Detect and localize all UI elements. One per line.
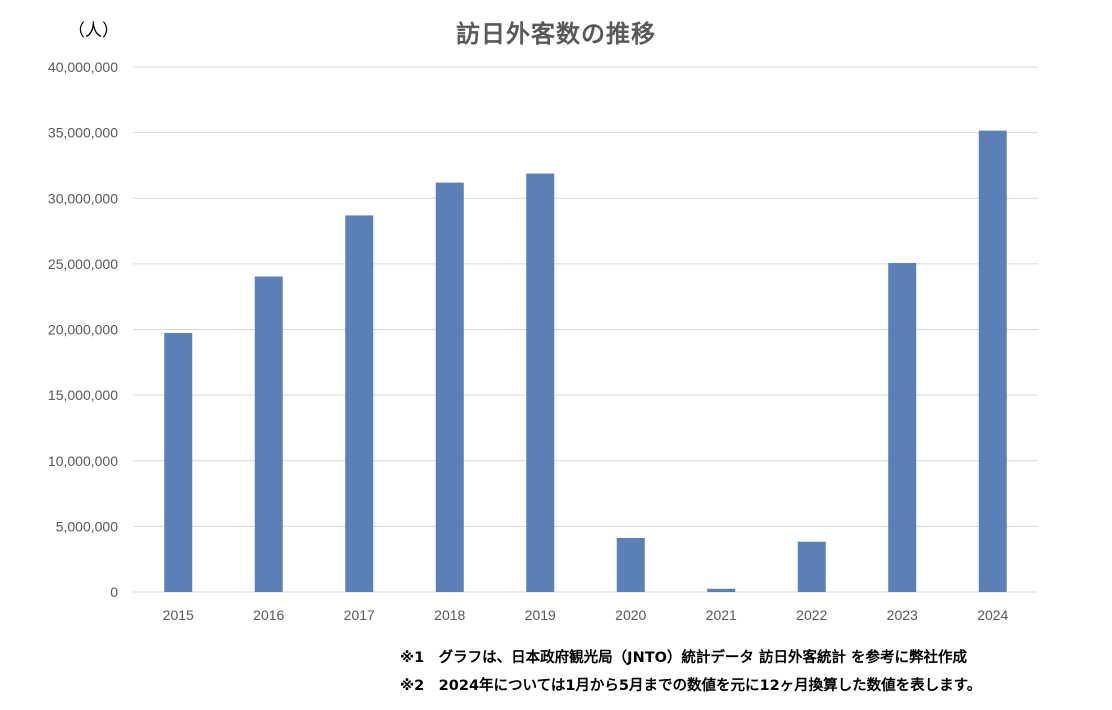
x-tick-label: 2023 bbox=[887, 607, 918, 623]
bar-2024 bbox=[978, 130, 1007, 592]
bar-2023 bbox=[888, 263, 917, 592]
footnotes: ※1 グラフは、日本政府観光局（JNTO）統計データ 訪日外客統計 を参考に弊社… bbox=[400, 644, 1100, 700]
y-axis-tick-labels: 0 5,000,000 10,000,000 15,000,000 20,000,000… bbox=[48, 59, 118, 600]
bar-2021 bbox=[707, 588, 736, 592]
y-tick-label: 25,000,000 bbox=[48, 256, 118, 272]
bar-2017 bbox=[345, 215, 374, 592]
x-tick-label: 2016 bbox=[253, 607, 284, 623]
y-tick-label: 40,000,000 bbox=[48, 59, 118, 75]
y-tick-label: 0 bbox=[110, 584, 118, 600]
x-tick-label: 2018 bbox=[434, 607, 465, 623]
y-tick-label: 30,000,000 bbox=[48, 190, 118, 206]
x-tick-label: 2017 bbox=[344, 607, 375, 623]
bar-2022 bbox=[797, 541, 826, 592]
y-axis-unit-label: （人） bbox=[68, 21, 119, 41]
footnote-1: ※1 グラフは、日本政府観光局（JNTO）統計データ 訪日外客統計 を参考に弊社… bbox=[400, 650, 968, 666]
bar-2019 bbox=[526, 173, 555, 593]
x-tick-label: 2015 bbox=[163, 607, 194, 623]
bar-2018 bbox=[435, 182, 464, 593]
bar-2015 bbox=[164, 332, 193, 592]
y-tick-label: 5,000,000 bbox=[56, 518, 118, 534]
y-tick-label: 15,000,000 bbox=[48, 387, 118, 403]
x-tick-label: 2022 bbox=[796, 607, 827, 623]
x-axis-tick-labels: 2015 2016 2017 2018 2019 2020 2021 2022 2023 2024 bbox=[163, 607, 1009, 623]
y-tick-label: 35,000,000 bbox=[48, 125, 118, 141]
footnote-2: ※2 2024年については1月から5月までの数値を元に12ヶ月換算した数値を表し… bbox=[400, 678, 982, 694]
bar-2016 bbox=[254, 276, 283, 592]
bars bbox=[164, 130, 1007, 593]
gridlines bbox=[133, 66, 1038, 593]
x-tick-label: 2021 bbox=[706, 607, 737, 623]
y-tick-label: 10,000,000 bbox=[48, 453, 118, 469]
x-tick-label: 2020 bbox=[615, 607, 646, 623]
bar-2020 bbox=[616, 537, 645, 592]
y-tick-label: 20,000,000 bbox=[48, 322, 118, 338]
bar-chart: 0 5,000,000 10,000,000 15,000,000 20,000,000… bbox=[48, 59, 1038, 623]
x-tick-label: 2024 bbox=[977, 607, 1008, 623]
chart-title: 訪日外客数の推移 bbox=[456, 20, 656, 48]
x-tick-label: 2019 bbox=[525, 607, 556, 623]
